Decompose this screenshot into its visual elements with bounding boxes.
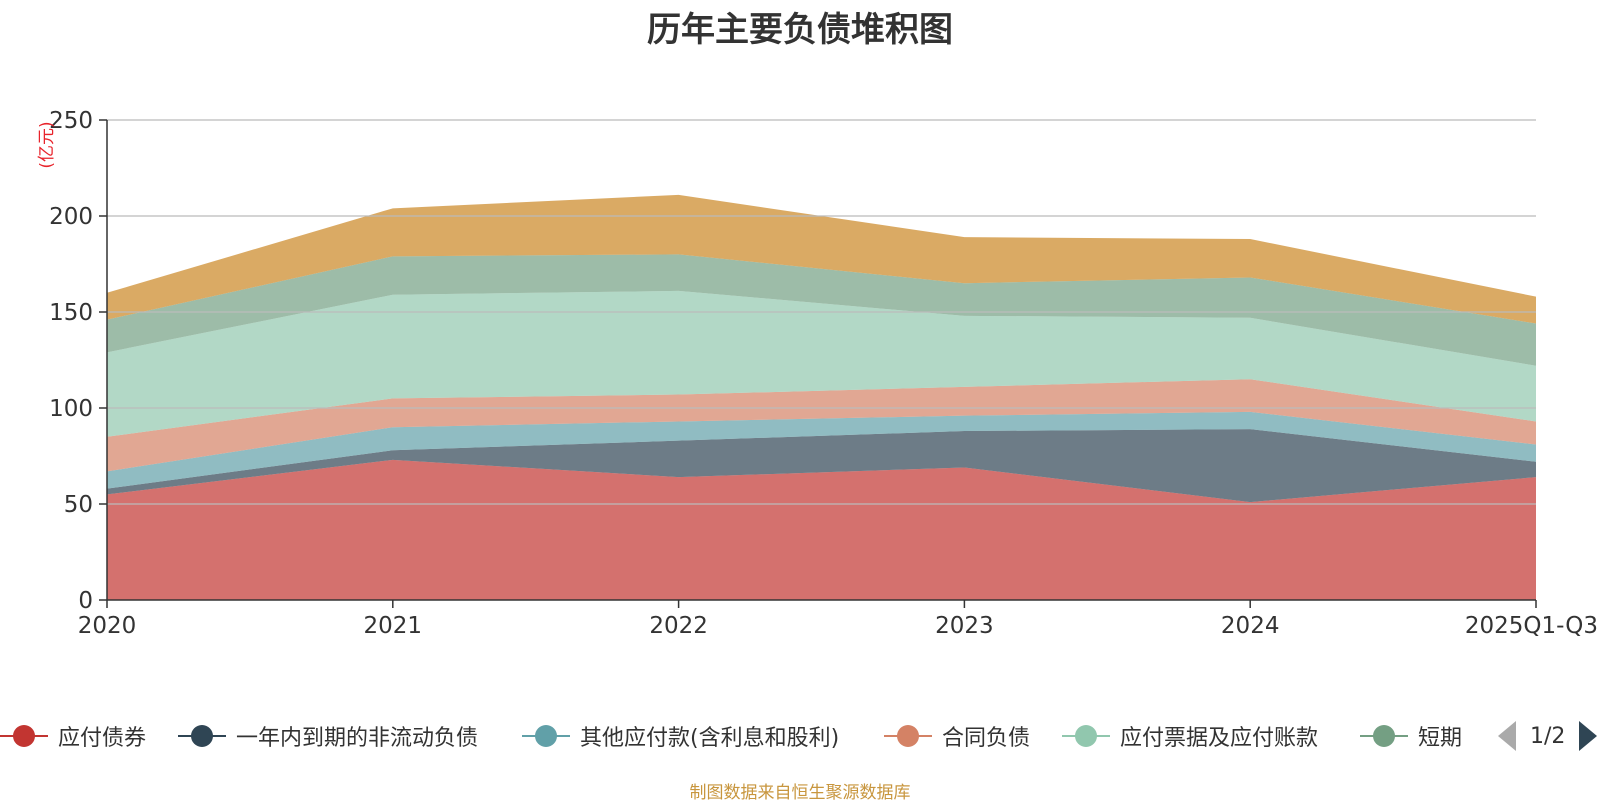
legend-prev-page-icon[interactable] bbox=[1498, 721, 1516, 751]
stacked-area-chart: 0 50 100 150 200 250(亿元) 2020 2021 2022 2023 2024 2… bbox=[37, 108, 1598, 639]
chart-title: 历年主要负债堆积图 bbox=[647, 10, 953, 50]
source-note: 制图数据来自恒生聚源数据库 bbox=[689, 783, 911, 803]
legend-next-page-icon[interactable] bbox=[1579, 721, 1598, 751]
x-tick-label-5: 2025Q1-Q3 bbox=[1465, 613, 1598, 639]
area-series-4[interactable] bbox=[107, 290, 1536, 437]
legend-label: 短期借 bbox=[1418, 726, 1462, 751]
y-tick-label-5: 250 bbox=[49, 108, 93, 134]
area-series-1[interactable] bbox=[107, 429, 1536, 503]
x-tick-label-0: 2020 bbox=[78, 613, 137, 639]
y-axis-unit-label: (亿元) bbox=[37, 121, 57, 168]
legend-label: 其他应付款(含利息和股利) bbox=[580, 726, 840, 751]
legend-marker-icon bbox=[1062, 722, 1110, 750]
legend-label: 一年内到期的非流动负债 bbox=[236, 726, 479, 751]
y-tick-label-1: 50 bbox=[64, 492, 93, 518]
legend-marker-icon bbox=[884, 722, 932, 750]
legend-items: 应付债券 一年内到期的非流动负债 其他应付款(含利息和股利) 合同负债 应付票据及应付账… bbox=[0, 716, 1462, 756]
legend-label: 应付债券 bbox=[58, 726, 147, 751]
legend-item-5[interactable]: 短期借 bbox=[1360, 716, 1462, 756]
x-tick-label-4: 2024 bbox=[1221, 613, 1280, 639]
legend-marker-icon bbox=[178, 722, 226, 750]
y-tick-label-0: 0 bbox=[78, 588, 93, 614]
x-tick-label-1: 2021 bbox=[364, 613, 423, 639]
y-tick-label-2: 100 bbox=[49, 396, 93, 422]
legend-item-4[interactable]: 应付票据及应付账款 bbox=[1062, 716, 1318, 756]
legend-page-indicator: 1/2 bbox=[1530, 723, 1566, 749]
legend-item-1[interactable]: 一年内到期的非流动负债 bbox=[178, 716, 478, 756]
area-series-6[interactable] bbox=[107, 194, 1536, 324]
legend-item-3[interactable]: 合同负债 bbox=[884, 716, 1030, 756]
legend-label: 合同负债 bbox=[942, 726, 1031, 751]
area-series-3[interactable] bbox=[107, 379, 1536, 472]
y-tick-label-3: 150 bbox=[49, 300, 93, 326]
legend-marker-icon bbox=[0, 722, 48, 750]
legend-item-0[interactable]: 应付债券 bbox=[0, 716, 146, 756]
legend-item-2[interactable]: 其他应付款(含利息和股利) bbox=[522, 716, 839, 756]
area-group bbox=[107, 194, 1536, 600]
legend-marker-icon bbox=[522, 722, 570, 750]
area-series-2[interactable] bbox=[107, 411, 1536, 489]
legend-pager: 1/2 bbox=[1498, 720, 1598, 752]
legend-label: 应付票据及应付账款 bbox=[1120, 726, 1319, 751]
area-series-0[interactable] bbox=[107, 459, 1536, 600]
x-tick-label-2: 2022 bbox=[649, 613, 708, 639]
y-tick-label-4: 200 bbox=[49, 204, 93, 230]
legend: 应付债券 一年内到期的非流动负债 其他应付款(含利息和股利) 合同负债 应付票据及应付账… bbox=[0, 716, 1600, 756]
x-tick-label-3: 2023 bbox=[935, 613, 994, 639]
legend-marker-icon bbox=[1360, 722, 1408, 750]
area-series-5[interactable] bbox=[107, 254, 1536, 366]
